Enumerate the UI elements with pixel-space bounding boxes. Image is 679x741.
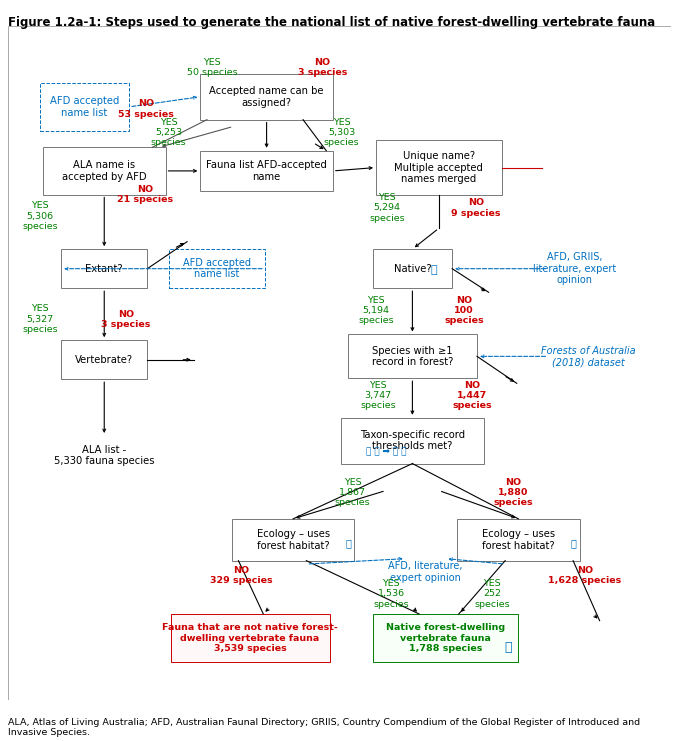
Text: Forests of Australia
(2018) dataset: Forests of Australia (2018) dataset <box>540 345 636 367</box>
Text: NO
1,447
species: NO 1,447 species <box>452 381 492 411</box>
Text: Species with ≥1
record in forest?: Species with ≥1 record in forest? <box>371 345 453 367</box>
Text: NO
9 species: NO 9 species <box>452 199 501 218</box>
Text: NO
21 species: NO 21 species <box>117 185 173 205</box>
Text: ALA, Atlas of Living Australia; AFD, Australian Faunal Directory; GRIIS, Country: ALA, Atlas of Living Australia; AFD, Aus… <box>8 718 640 737</box>
Bar <box>341 418 483 464</box>
Bar <box>348 334 477 378</box>
Text: YES
1,536
species: YES 1,536 species <box>373 579 409 608</box>
Bar <box>200 74 333 119</box>
Text: Fauna list AFD-accepted
name: Fauna list AFD-accepted name <box>206 160 327 182</box>
Text: Native?: Native? <box>394 264 431 273</box>
Text: Taxon-specific record
thresholds met?: Taxon-specific record thresholds met? <box>360 430 465 451</box>
Text: NO
3 species: NO 3 species <box>297 58 347 78</box>
Bar <box>169 249 265 288</box>
Text: Native forest-dwelling
vertebrate fauna
1,788 species: Native forest-dwelling vertebrate fauna … <box>386 623 505 653</box>
Text: NO
100
species: NO 100 species <box>444 296 484 325</box>
Text: YES
5,303
species: YES 5,303 species <box>324 118 359 147</box>
Text: YES
252
species: YES 252 species <box>474 579 510 608</box>
Text: YES
5,306
species: YES 5,306 species <box>22 202 58 231</box>
Text: 🦘 🦅 ➡ 🦎 🐍: 🦘 🦅 ➡ 🦎 🐍 <box>365 448 406 456</box>
Text: Accepted name can be
assigned?: Accepted name can be assigned? <box>209 86 324 107</box>
Text: 🌲: 🌲 <box>570 538 576 548</box>
Text: Fauna that are not native forest-
dwelling vertebrate fauna
3,539 species: Fauna that are not native forest- dwelli… <box>162 623 338 653</box>
Text: AFD accepted
name list: AFD accepted name list <box>50 96 119 118</box>
Text: 🌿: 🌿 <box>345 538 351 548</box>
Text: Figure 1.2a-1: Steps used to generate the national list of native forest-dwellin: Figure 1.2a-1: Steps used to generate th… <box>8 16 655 30</box>
Bar <box>373 249 452 288</box>
Text: Extant?: Extant? <box>86 264 123 273</box>
Text: AFD accepted
name list: AFD accepted name list <box>183 258 251 279</box>
Text: YES
5,253
species: YES 5,253 species <box>151 118 186 147</box>
Text: NO
1,628 species: NO 1,628 species <box>548 566 621 585</box>
Bar <box>61 249 147 288</box>
Bar <box>232 519 354 561</box>
Bar <box>457 519 580 561</box>
Text: ALA list -
5,330 fauna species: ALA list - 5,330 fauna species <box>54 445 155 466</box>
Bar <box>39 82 129 131</box>
Text: Vertebrate?: Vertebrate? <box>75 355 133 365</box>
Text: AFD, literature,
expert opinion: AFD, literature, expert opinion <box>388 562 463 583</box>
Text: NO
3 species: NO 3 species <box>101 310 151 329</box>
Text: YES
50 species: YES 50 species <box>187 58 238 78</box>
Text: Unique name?
Multiple accepted
names merged: Unique name? Multiple accepted names mer… <box>394 151 483 185</box>
Bar <box>170 614 329 662</box>
Text: 🦘: 🦘 <box>431 265 437 275</box>
Text: NO
329 species: NO 329 species <box>210 566 273 585</box>
Text: NO
53 species: NO 53 species <box>118 99 174 119</box>
Text: NO
1,880
species: NO 1,880 species <box>494 478 533 508</box>
Bar <box>43 147 166 194</box>
Text: ALA name is
accepted by AFD: ALA name is accepted by AFD <box>62 160 147 182</box>
Bar <box>200 150 333 191</box>
Bar <box>376 140 502 195</box>
Bar <box>373 614 519 662</box>
Text: YES
5,294
species: YES 5,294 species <box>369 193 405 223</box>
Text: 🐨: 🐨 <box>504 642 512 654</box>
Text: Ecology – uses
forest habitat?: Ecology – uses forest habitat? <box>257 529 330 551</box>
Bar <box>61 340 147 379</box>
Text: YES
1,867
species: YES 1,867 species <box>335 478 371 508</box>
Text: YES
3,747
species: YES 3,747 species <box>360 381 396 411</box>
Text: Ecology – uses
forest habitat?: Ecology – uses forest habitat? <box>482 529 555 551</box>
Text: YES
5,327
species: YES 5,327 species <box>22 305 58 334</box>
Text: YES
5,194
species: YES 5,194 species <box>358 296 394 325</box>
Text: AFD, GRIIS,
literature, expert
opinion: AFD, GRIIS, literature, expert opinion <box>533 252 617 285</box>
